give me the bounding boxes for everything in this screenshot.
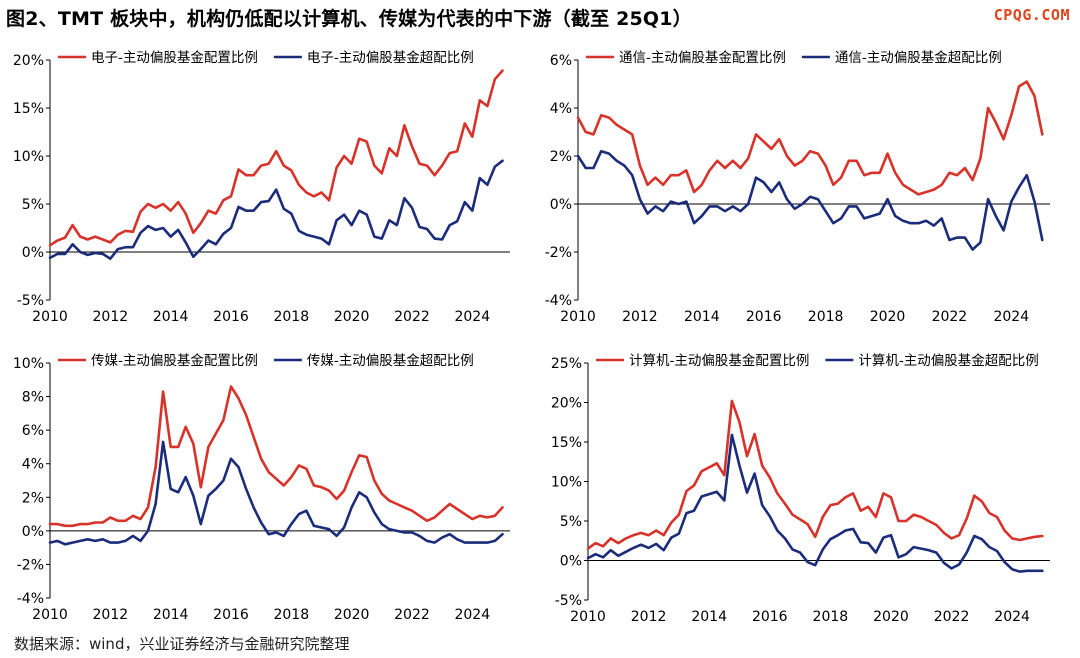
y-tick-label: 0% [22, 245, 44, 261]
y-tick-label: 20% [551, 396, 582, 412]
y-tick-label: 0% [560, 554, 582, 570]
x-tick-label: 2014 [153, 607, 189, 623]
x-tick-label: 2012 [93, 607, 129, 623]
x-tick-label: 2020 [334, 309, 370, 325]
y-tick-label: 4% [550, 101, 572, 117]
x-tick-label: 2018 [273, 607, 309, 623]
x-tick-label: 2010 [32, 607, 68, 623]
y-tick-label: 5% [22, 197, 44, 213]
y-tick-label: 10% [13, 356, 44, 372]
series-line-allocation [48, 385, 504, 528]
y-tick-label: 6% [550, 53, 572, 69]
series-line-overweight [586, 433, 1044, 573]
chart-panel-1: -5% 0% 5% 10% 15% 20% 2010 2012 2014 2016 2018 2020… [13, 49, 510, 325]
y-tick-label: 0% [550, 197, 572, 213]
y-tick-label: -2% [17, 557, 44, 573]
series-line-overweight [48, 440, 504, 546]
series-line-allocation [586, 399, 1044, 550]
x-tick-label: 2012 [622, 309, 658, 325]
x-tick-label: 2014 [153, 309, 189, 325]
x-tick-label: 2012 [93, 309, 129, 325]
x-tick-label: 2024 [993, 309, 1029, 325]
x-tick-label: 2020 [870, 309, 906, 325]
x-tick-label: 2018 [808, 309, 844, 325]
y-tick-label: -4% [17, 591, 44, 607]
series-line-overweight [576, 149, 1044, 251]
y-tick-label: 2% [550, 149, 572, 165]
x-tick-label: 2016 [746, 309, 782, 325]
chart-panel-2: -4% -2% 0% 2% 4% 6% 2010 2012 2014 2016 2018 2020 20… [545, 49, 1050, 325]
x-tick-label: 2018 [813, 609, 849, 625]
y-tick-label: -4% [545, 293, 572, 309]
source-note: 数据来源：wind，兴业证券经济与金融研究院整理 [14, 635, 350, 653]
legend-label-overweight: 计算机-主动偏股基金超配比例 [858, 352, 1038, 369]
x-tick-label: 2022 [932, 309, 968, 325]
x-tick-label: 2016 [213, 309, 249, 325]
figure-title: 图2、TMT 板块中，机构仍低配以计算机、传媒为代表的中下游（截至 25Q1） [6, 8, 692, 30]
x-tick-label: 2022 [394, 309, 430, 325]
x-tick-label: 2020 [334, 607, 370, 623]
x-tick-label: 2014 [691, 609, 727, 625]
x-tick-label: 2024 [454, 607, 490, 623]
y-tick-label: 15% [13, 101, 44, 117]
x-tick-label: 2020 [873, 609, 909, 625]
x-tick-label: 2024 [454, 309, 490, 325]
x-tick-label: 2018 [273, 309, 309, 325]
y-tick-label: -5% [17, 293, 44, 309]
chart-panel-4: -5% 0% 5% 10% 15% 20% 25% 2010 2012 2014 2016 2018 2… [551, 352, 1050, 625]
series-line-allocation [576, 80, 1044, 196]
y-tick-label: 5% [560, 514, 582, 530]
y-tick-label: 25% [551, 356, 582, 372]
x-tick-label: 2016 [213, 607, 249, 623]
x-tick-label: 2016 [752, 609, 788, 625]
watermark: CPQG.COM [993, 6, 1070, 24]
y-tick-label: 2% [22, 490, 44, 506]
series-line-overweight [48, 159, 504, 261]
y-tick-label: 0% [22, 524, 44, 540]
x-tick-label: 2022 [934, 609, 970, 625]
x-tick-label: 2010 [32, 309, 68, 325]
y-tick-label: 8% [22, 390, 44, 406]
x-tick-label: 2010 [560, 309, 596, 325]
x-tick-label: 2012 [631, 609, 667, 625]
chart-panel-3: -4% -2% 0% 2% 4% 6% 8% 10% 2010 2012 2014 2016 2018 2… [13, 352, 510, 623]
x-tick-label: 2024 [994, 609, 1030, 625]
y-tick-label: -2% [545, 245, 572, 261]
y-tick-label: -5% [555, 593, 582, 609]
y-tick-label: 4% [22, 457, 44, 473]
legend-label-allocation: 电子-主动偏股基金配置比例 [91, 49, 258, 66]
legend-label-overweight: 电子-主动偏股基金超配比例 [307, 49, 474, 66]
legend-label-allocation: 计算机-主动偏股基金配置比例 [629, 352, 809, 369]
y-tick-label: 10% [551, 475, 582, 491]
y-tick-label: 6% [22, 423, 44, 439]
legend-label-overweight: 通信-主动偏股基金超配比例 [835, 49, 1002, 66]
y-tick-label: 15% [551, 435, 582, 451]
legend-label-allocation: 通信-主动偏股基金配置比例 [619, 49, 786, 66]
series-line-allocation [48, 69, 504, 247]
y-tick-label: 20% [13, 53, 44, 69]
legend-label-overweight: 传媒-主动偏股基金超配比例 [307, 352, 474, 369]
legend-label-allocation: 传媒-主动偏股基金配置比例 [91, 352, 258, 369]
x-tick-label: 2022 [394, 607, 430, 623]
x-tick-label: 2010 [570, 609, 606, 625]
x-tick-label: 2014 [684, 309, 720, 325]
y-tick-label: 10% [13, 149, 44, 165]
